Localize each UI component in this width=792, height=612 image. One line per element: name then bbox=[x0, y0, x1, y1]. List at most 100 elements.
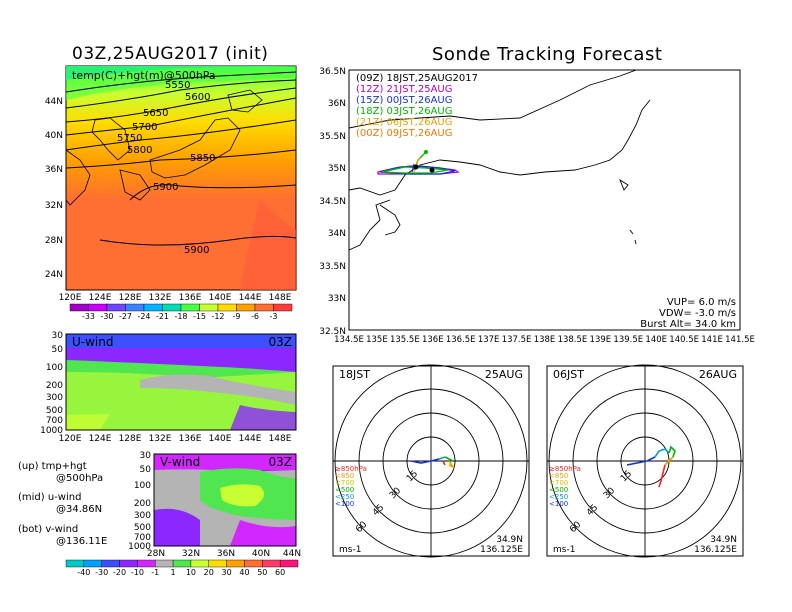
burst-alt-text: Burst Alt= 34.0 km bbox=[640, 319, 736, 330]
lat-tick: 36N bbox=[328, 99, 346, 109]
colorbar-label: -12 bbox=[211, 312, 224, 321]
lat-tick: 36.5N bbox=[319, 67, 346, 77]
lat-tick: 24N bbox=[45, 270, 63, 280]
colorbar-swatch bbox=[254, 303, 274, 312]
hodo-trace bbox=[626, 456, 656, 466]
left-title: 03Z,25AUG2017 (init) bbox=[72, 44, 269, 64]
hodo-level-label: <500 bbox=[335, 486, 354, 494]
hodo-trace bbox=[438, 456, 446, 460]
map-label: temp(C)+hgt(m)@500hPa bbox=[72, 69, 216, 82]
hodo-level-label: <250 bbox=[549, 493, 568, 501]
colorbar-swatch bbox=[143, 303, 163, 312]
uwind-time: 03Z bbox=[269, 335, 293, 349]
lat-tick: 32.5N bbox=[319, 327, 346, 337]
colorbar-swatch bbox=[137, 559, 156, 568]
sonde-tracks bbox=[377, 150, 460, 175]
lon-tick: 128E bbox=[119, 434, 142, 444]
track-legend-entry: (12Z) 21JST,25AUG bbox=[356, 84, 453, 95]
lat-tick: 33N bbox=[328, 294, 346, 304]
uwind-panel bbox=[65, 333, 297, 431]
colorbar-label: -6 bbox=[251, 312, 259, 321]
lon-tick: 136E bbox=[179, 434, 202, 444]
lon-tick: 138E bbox=[534, 335, 556, 345]
hodo-level-label: <850 bbox=[335, 472, 354, 480]
hodo-level-label: <850 bbox=[549, 472, 568, 480]
lon-tick: 139E bbox=[590, 335, 612, 345]
wind-colorbar: -40 -30 -20 -10 -1 1 10 20 30 40 50 60 bbox=[65, 559, 299, 577]
lon-tick: 140E bbox=[209, 293, 232, 303]
lon-tick: 138.5E bbox=[558, 335, 588, 345]
colorbar-swatch bbox=[119, 559, 138, 568]
hodo-level-label: <700 bbox=[549, 479, 568, 487]
hgt-label: 5700 bbox=[132, 122, 157, 133]
lat-tick: 28N bbox=[45, 236, 63, 246]
colorbar-label: -21 bbox=[156, 312, 169, 321]
lat-tick: 36N bbox=[45, 165, 63, 175]
lon-tick: 144E bbox=[239, 434, 262, 444]
colorbar-swatch bbox=[180, 303, 200, 312]
coastline-outline bbox=[65, 89, 263, 206]
level-tick: 50 bbox=[52, 345, 64, 355]
track-legend-entry: (09Z) 18JST,25AUG2017 bbox=[356, 73, 478, 84]
lon-tick: 136E bbox=[422, 335, 444, 345]
colorbar-swatch bbox=[65, 559, 85, 568]
hodograph-18jst: 18JST 25AUG15304560ms-134.9N136.125E≥850h… bbox=[332, 364, 530, 558]
hodo-time: 06JST bbox=[553, 368, 584, 381]
level-tick: 700 bbox=[134, 533, 151, 543]
colorbar-label: 20 bbox=[204, 568, 214, 577]
colorbar-label: 50 bbox=[257, 568, 267, 577]
hodo-lat: 34.9N bbox=[496, 535, 523, 545]
track-legend-entry: (15Z) 00JST,26AUG bbox=[356, 95, 453, 106]
hodo-date: 26AUG bbox=[699, 368, 737, 381]
lon-tick: 135.5E bbox=[390, 335, 420, 345]
colorbar-swatch bbox=[101, 559, 120, 568]
colorbar-label: 40 bbox=[239, 568, 249, 577]
colorbar-swatch bbox=[83, 559, 102, 568]
hgt-label: 5850 bbox=[190, 153, 215, 164]
hodo-trace bbox=[664, 456, 674, 466]
note-line: (mid) u-wind bbox=[18, 492, 81, 503]
vwind-label: V-wind bbox=[160, 455, 200, 469]
hodo-date: 25AUG bbox=[485, 368, 523, 381]
landing-point bbox=[424, 150, 428, 154]
hodo-level-label: ≥850hPa bbox=[549, 465, 581, 473]
lon-tick: 124E bbox=[89, 293, 112, 303]
vup-text: VUP= 6.0 m/s bbox=[667, 297, 736, 308]
track-legend-entry: (18Z) 03JST,26AUG bbox=[356, 106, 453, 117]
lat-tick: 36N bbox=[217, 549, 235, 559]
colorbar-swatch bbox=[236, 303, 256, 312]
hodo-trace bbox=[668, 445, 676, 458]
colorbar-swatch bbox=[226, 559, 245, 568]
hodo-level-label: <700 bbox=[335, 479, 354, 487]
uwind-label: U-wind bbox=[72, 335, 113, 349]
level-tick: 200 bbox=[134, 499, 151, 509]
lat-tick: 40N bbox=[252, 549, 270, 559]
lon-tick: 148E bbox=[269, 434, 292, 444]
track-legend-entry: (00Z) 09JST,26AUG bbox=[356, 128, 453, 139]
lat-tick: 32N bbox=[182, 549, 200, 559]
lon-tick: 148E bbox=[269, 293, 292, 303]
hgt-label: 5750 bbox=[117, 133, 142, 144]
colorbar-label: -20 bbox=[113, 568, 126, 577]
track-map bbox=[348, 69, 741, 331]
colorbar-label: -15 bbox=[193, 312, 206, 321]
hodo-trace bbox=[658, 464, 666, 488]
colorbar-swatch bbox=[69, 303, 89, 312]
lon-tick: 139.5E bbox=[613, 335, 643, 345]
hgt-label: 5900 bbox=[153, 182, 178, 193]
lat-tick: 40N bbox=[45, 131, 63, 141]
note-line: (bot) v-wind bbox=[18, 524, 78, 535]
colorbar-label: -24 bbox=[137, 312, 150, 321]
lon-tick: 120E bbox=[59, 434, 82, 444]
colorbar-swatch bbox=[155, 559, 174, 568]
lon-tick: 140.5E bbox=[669, 335, 699, 345]
colorbar-swatch bbox=[106, 303, 126, 312]
hodo-lat: 34.9N bbox=[710, 535, 737, 545]
hodo-time: 18JST bbox=[339, 368, 370, 381]
note-line: @34.86N bbox=[56, 504, 102, 515]
lat-tick: 35.5N bbox=[319, 132, 346, 142]
colorbar-label: -27 bbox=[119, 312, 132, 321]
colorbar-label: -9 bbox=[233, 312, 241, 321]
level-tick: 1000 bbox=[40, 426, 63, 436]
